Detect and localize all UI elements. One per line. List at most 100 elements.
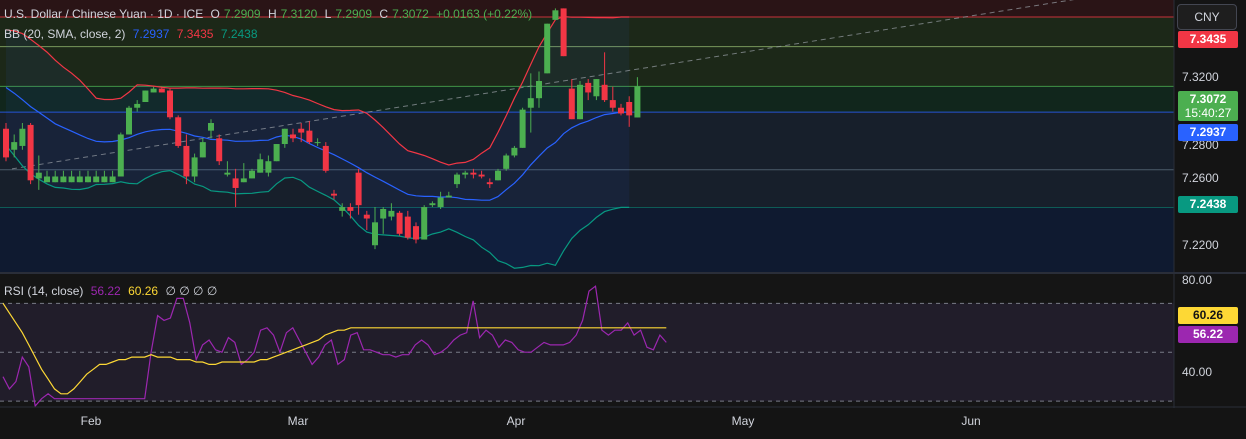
candle-body [167, 90, 173, 118]
change-value: +0.0163 (+0.22%) [436, 7, 533, 21]
rsi-ma-pill: 60.26 [1178, 307, 1238, 324]
candle-body [85, 176, 91, 183]
candle-body [52, 176, 59, 183]
rsi-line-rsi-ma [2, 302, 667, 395]
candle-body [511, 147, 518, 156]
bar-countdown: 15:40:27 [1184, 106, 1232, 120]
time-axis-label: Feb [80, 414, 102, 428]
candle-body [19, 128, 26, 146]
bb-line-bb-lower [5, 144, 630, 269]
candle-body [265, 161, 272, 173]
candle-body [3, 128, 9, 158]
candle-body [413, 226, 419, 240]
rsi-legend[interactable]: RSI (14, close) 56.22 60.26 ∅ ∅ ∅ ∅ [4, 284, 221, 298]
candle-body [208, 123, 214, 131]
candle-body [281, 128, 288, 145]
bb-upper-value: 7.3435 [176, 27, 214, 41]
candle-body [445, 195, 452, 198]
symbol-title: U.S. Dollar / Chinese Yuan · 1D · ICE [4, 7, 204, 21]
candle-body [363, 214, 370, 219]
candle-body [27, 124, 34, 181]
candle-body [257, 159, 264, 173]
candle-body [150, 88, 157, 93]
low-label: L 7.2909 [324, 7, 373, 21]
price-axis-label: 7.2600 [1182, 171, 1219, 185]
candle-body [11, 142, 18, 150]
candle-body [331, 193, 337, 196]
candle-body [421, 207, 428, 240]
candle-body [93, 176, 100, 183]
price-axis-label: 7.2800 [1182, 138, 1219, 152]
candle-body [117, 134, 124, 177]
last-price-pill: 7.3072 15:40:27 [1178, 91, 1238, 121]
candle-body [503, 155, 510, 169]
candle-body [404, 216, 411, 238]
candle-body [347, 207, 354, 211]
candle-body [478, 174, 485, 177]
candle-body [35, 172, 42, 179]
candle-body [191, 157, 198, 177]
candle-body [76, 176, 83, 183]
candle-body [314, 142, 321, 144]
candle-body [462, 172, 469, 175]
rsi-value: 56.22 [90, 284, 121, 298]
candle-body [60, 176, 67, 183]
rsi-pane [0, 274, 1174, 408]
candle-body [199, 142, 206, 158]
time-axis-label: Mar [287, 414, 309, 428]
candle-body [306, 130, 313, 143]
candle-body [372, 222, 378, 246]
candle-body [495, 170, 501, 181]
candle-body [486, 182, 493, 185]
rsi-pane-bg [0, 274, 1174, 406]
candle-body [585, 82, 592, 93]
currency-label: CNY [1194, 10, 1220, 24]
candle-body [380, 208, 387, 219]
candle-body [618, 107, 624, 114]
candle-body [240, 178, 247, 183]
candle-body [183, 145, 190, 177]
candle-body [429, 203, 436, 206]
candle-body [470, 172, 477, 175]
candle-body [339, 207, 346, 211]
candle-body [593, 79, 600, 97]
candle-body [519, 109, 526, 148]
bb-basis-value: 7.2937 [132, 27, 170, 41]
candle-body [527, 98, 534, 108]
candlesticks [3, 8, 641, 250]
currency-button[interactable]: CNY [1177, 4, 1237, 30]
bb-lower-price-pill: 7.2438 [1178, 196, 1238, 213]
candle-body [290, 134, 296, 139]
rsi-pill: 56.22 [1178, 326, 1238, 343]
candle-body [609, 100, 616, 108]
price-grid [0, 16, 1174, 208]
candle-body [109, 176, 116, 183]
trend-line[interactable] [11, 0, 1174, 170]
rsi-ma-value: 60.26 [128, 284, 159, 298]
bb-name: BB (20, SMA, close, 2) [4, 27, 126, 41]
candle-body [437, 197, 444, 208]
price-axis-label: 7.3200 [1182, 70, 1219, 84]
candle-body [249, 170, 255, 179]
rsi-line-rsi [2, 285, 667, 408]
bb-legend[interactable]: BB (20, SMA, close, 2) 7.2937 7.3435 7.2… [4, 27, 262, 41]
candle-body [142, 90, 149, 102]
rsi-empty-values: ∅ ∅ ∅ ∅ [165, 284, 218, 298]
candle-body [158, 88, 165, 93]
bb-lower-value: 7.2438 [220, 27, 258, 41]
candle-body [388, 210, 395, 217]
close-label: C 7.3072 [379, 7, 429, 21]
time-axis-label: Jun [961, 414, 981, 428]
candle-body [298, 128, 305, 133]
candle-body [626, 102, 633, 116]
rsi-axis-label: 40.00 [1182, 365, 1213, 379]
candle-body [560, 8, 567, 57]
candle-body [134, 103, 141, 108]
candle-body [634, 86, 641, 118]
pane-separators[interactable] [0, 0, 1246, 408]
candle-body [322, 145, 329, 171]
candle-body [224, 172, 231, 175]
